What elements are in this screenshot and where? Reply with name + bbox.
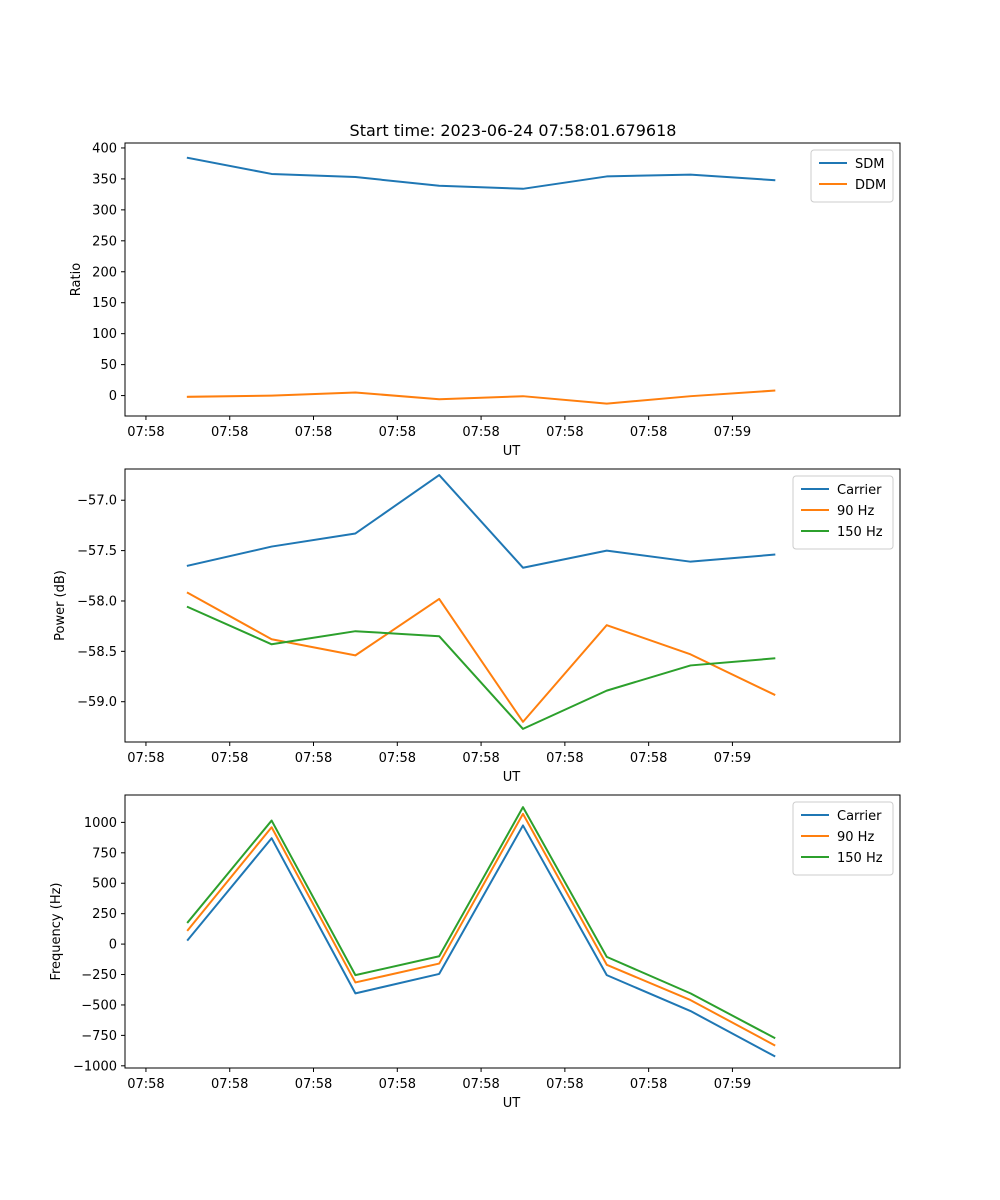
x-tick-label: 07:58 xyxy=(379,1077,416,1092)
x-tick-label: 07:58 xyxy=(127,1077,164,1092)
y-axis-label: Power (dB) xyxy=(53,570,68,641)
y-tick-label: −1000 xyxy=(73,1059,117,1074)
x-tick-label: 07:58 xyxy=(211,425,248,440)
series-line-sdm xyxy=(186,156,776,190)
series-line-ddm xyxy=(186,389,776,405)
x-tick-label: 07:58 xyxy=(462,425,499,440)
x-tick-label: 07:58 xyxy=(630,1077,667,1092)
x-tick-label: 07:58 xyxy=(295,1077,332,1092)
y-axis-label: Ratio xyxy=(69,263,84,296)
series-line-carrier xyxy=(186,824,776,1058)
x-tick-label: 07:58 xyxy=(379,425,416,440)
figure-title: Start time: 2023-06-24 07:58:01.679618 xyxy=(350,121,677,140)
y-tick-label: 1000 xyxy=(84,816,117,831)
legend-label: 90 Hz xyxy=(837,830,874,845)
x-tick-label: 07:58 xyxy=(546,751,583,766)
y-tick-label: 250 xyxy=(92,907,117,922)
y-tick-label: −750 xyxy=(81,1029,117,1044)
y-tick-label: 50 xyxy=(100,358,117,373)
y-tick-label: −57.5 xyxy=(77,544,117,559)
x-tick-label: 07:58 xyxy=(546,425,583,440)
x-tick-label: 07:58 xyxy=(379,751,416,766)
series-line-carrier xyxy=(186,474,776,569)
x-tick-label: 07:59 xyxy=(714,425,751,440)
x-tick-label: 07:58 xyxy=(630,425,667,440)
legend-label: 90 Hz xyxy=(837,504,874,519)
legend-label: 150 Hz xyxy=(837,525,883,540)
x-tick-label: 07:58 xyxy=(462,1077,499,1092)
y-tick-label: 400 xyxy=(92,141,117,156)
x-tick-label: 07:58 xyxy=(127,425,164,440)
legend: Carrier 90 Hz 150 Hz xyxy=(792,801,894,876)
plot-frame xyxy=(124,468,901,743)
x-axis-label: UT xyxy=(503,1096,521,1111)
y-tick-label: −250 xyxy=(81,968,117,983)
x-tick-label: 07:58 xyxy=(295,425,332,440)
y-tick-label: 350 xyxy=(92,172,117,187)
x-tick-label: 07:59 xyxy=(714,751,751,766)
plot-frame xyxy=(124,794,901,1069)
series-line-150-hz xyxy=(186,605,776,730)
chart-panel-2: 07:58 07:58 07:58 07:58 07:58 07:58 07:58 07:59… xyxy=(53,468,901,785)
chart-panel-1: 07:58 07:58 07:58 07:58 07:58 07:58 07:58 07:59… xyxy=(69,141,901,459)
x-axis-label: UT xyxy=(503,770,521,785)
y-tick-label: −58.5 xyxy=(77,645,117,660)
y-tick-label: 200 xyxy=(92,265,117,280)
y-tick-label: 0 xyxy=(109,938,117,953)
series-line-90-hz xyxy=(186,812,776,1047)
y-tick-label: −58.0 xyxy=(77,594,117,609)
x-tick-label: 07:58 xyxy=(546,1077,583,1092)
legend: Carrier 90 Hz 150 Hz xyxy=(792,475,894,550)
chart-panel-3: 07:58 07:58 07:58 07:58 07:58 07:58 07:58 07:59… xyxy=(49,794,901,1111)
legend-label: Carrier xyxy=(837,483,882,498)
x-tick-label: 07:58 xyxy=(211,751,248,766)
x-tick-label: 07:58 xyxy=(295,751,332,766)
legend-label: Carrier xyxy=(837,809,882,824)
y-tick-label: 500 xyxy=(92,877,117,892)
y-tick-label: −500 xyxy=(81,998,117,1013)
x-tick-label: 07:58 xyxy=(127,751,164,766)
legend: SDM DDM xyxy=(810,149,894,203)
y-tick-label: 150 xyxy=(92,296,117,311)
y-axis-label: Frequency (Hz) xyxy=(49,882,64,980)
plot-frame xyxy=(124,142,901,417)
x-axis-label: UT xyxy=(503,444,521,459)
x-tick-label: 07:58 xyxy=(211,1077,248,1092)
chart-panels: 07:58 07:58 07:58 07:58 07:58 07:58 07:58 07:59… xyxy=(49,141,901,1111)
y-tick-label: −57.0 xyxy=(77,494,117,509)
y-tick-label: 750 xyxy=(92,846,117,861)
x-tick-label: 07:59 xyxy=(714,1077,751,1092)
legend-label: 150 Hz xyxy=(837,851,883,866)
x-tick-label: 07:58 xyxy=(630,751,667,766)
series-line-150-hz xyxy=(186,806,776,1040)
series-line-90-hz xyxy=(186,591,776,723)
y-tick-label: −59.0 xyxy=(77,695,117,710)
y-tick-label: 300 xyxy=(92,203,117,218)
y-tick-label: 250 xyxy=(92,234,117,249)
x-tick-label: 07:58 xyxy=(462,751,499,766)
y-tick-label: 0 xyxy=(109,389,117,404)
legend-label: DDM xyxy=(855,178,886,193)
legend-label: SDM xyxy=(855,157,884,172)
y-tick-label: 100 xyxy=(92,327,117,342)
